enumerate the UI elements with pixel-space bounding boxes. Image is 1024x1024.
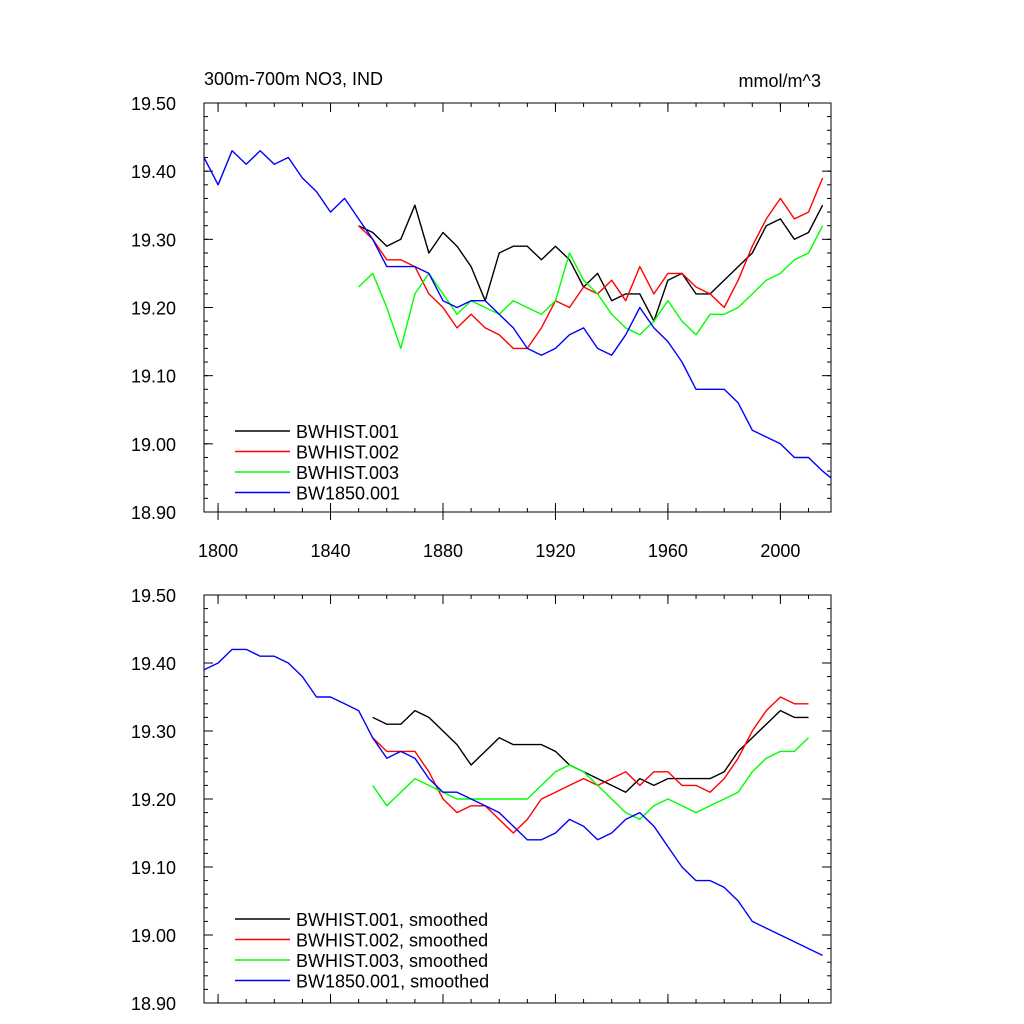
y-tick-label: 19.30 [131,722,176,742]
x-tick-label: 1880 [423,541,463,561]
x-tick-label: 1920 [535,541,575,561]
x-tick-label: 1840 [311,541,351,561]
legend-label: BWHIST.002 [296,443,399,463]
legend-label: BWHIST.001, smoothed [296,910,488,930]
units-label: mmol/m^3 [739,71,821,91]
y-tick-label: 19.00 [131,926,176,946]
y-tick-label: 18.90 [131,503,176,523]
series-line-bwhist-001-smoothed [372,709,809,793]
x-tick-label: 2000 [760,541,800,561]
y-tick-label: 19.20 [131,299,176,319]
y-tick-label: 18.90 [131,994,176,1014]
series-line-bwhist-002 [358,177,824,350]
legend-label: BWHIST.003 [296,463,399,483]
legend-label: BWHIST.002, smoothed [296,931,488,951]
legend-label: BWHIST.003, smoothed [296,951,488,971]
legend-label: BWHIST.001 [296,422,399,442]
x-tick-label: 1800 [198,541,238,561]
series-line-bwhist-003 [358,225,824,350]
y-tick-label: 19.40 [131,654,176,674]
y-tick-label: 19.20 [131,790,176,810]
y-tick-label: 19.40 [131,162,176,182]
series-line-bw1850-001-smoothed [204,648,823,957]
y-tick-label: 19.30 [131,230,176,250]
chart-panel-2: 18.90 19.00 19.10 19.20 19.30 19.40 19.50 BWHIS… [131,586,832,1014]
legend-label: BW1850.001, smoothed [296,972,489,992]
legend-label: BW1850.001 [296,484,400,504]
y-tick-label: 19.10 [131,858,176,878]
y-tick-label: 19.10 [131,367,176,387]
series-line-bwhist-002-smoothed [372,696,809,834]
y-tick-label: 19.50 [131,94,176,114]
series-line-bwhist-003-smoothed [372,737,809,821]
chart-panel-1: 18.90 19.00 19.10 19.20 19.30 19.40 19.50 1800 1… [131,69,832,561]
series-line-bwhist-001 [358,204,824,322]
series-line-bw1850-001 [204,149,831,479]
chart-title: 300m-700m NO3, IND [204,69,383,89]
x-tick-label: 1960 [648,541,688,561]
y-tick-label: 19.00 [131,435,176,455]
y-tick-label: 19.50 [131,586,176,606]
